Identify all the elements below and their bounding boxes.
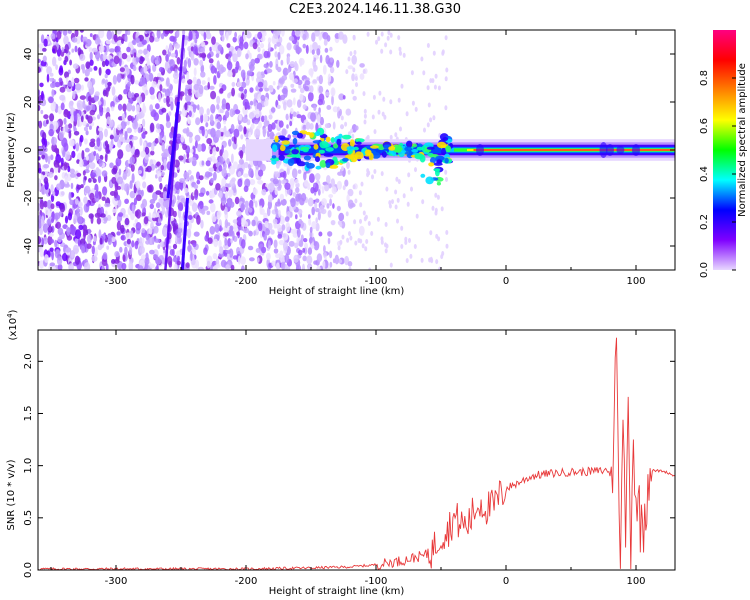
colorbar-tick-label: 0.8: [699, 70, 710, 86]
heatmap-streak: [180, 197, 189, 270]
y-tick-label: 0.0: [23, 562, 34, 578]
heatmap-feature: [606, 144, 614, 156]
y-tick-label: -20: [23, 190, 34, 206]
heatmap-streak: [164, 34, 185, 270]
y-tick-label: 20: [23, 96, 34, 109]
x-tick-label: -200: [235, 576, 258, 587]
x-tick-label: 100: [626, 576, 645, 587]
y-multiplier-label: (x104): [6, 309, 19, 340]
x-tick-label: 0: [503, 576, 509, 587]
x-tick-label: -100: [365, 576, 388, 587]
heatmap-feature: [599, 142, 608, 158]
y-tick-label: 1.0: [23, 458, 34, 474]
x-tick-label: 100: [626, 276, 645, 287]
heatmap-image: [38, 30, 675, 270]
chart-title: C2E3.2024.146.11.38.G30: [288, 2, 462, 17]
x-tick-label: -200: [235, 276, 258, 287]
heatmap-feature: [476, 144, 484, 156]
heatmap-ridge: [473, 149, 675, 151]
x-tick-label: -100: [365, 276, 388, 287]
colorbar: [713, 30, 736, 270]
colorbar-label: Normalized spectral amplitude: [737, 63, 748, 217]
x-tick-label: -300: [105, 576, 128, 587]
y-tick-label: 0: [23, 147, 34, 153]
x-tick-label: 0: [503, 276, 509, 287]
y-tick-label: 2.0: [23, 353, 34, 369]
heatmap-streak: [166, 101, 180, 199]
x-tick-label: -300: [105, 276, 128, 287]
snr-series-line: [38, 337, 675, 570]
y-axis-label: SNR (10 * v/v): [6, 459, 17, 530]
colorbar-tick-label: 0.6: [699, 118, 710, 134]
heatmap-feature: [616, 146, 625, 154]
x-axis-label: Height of straight line (km): [269, 586, 405, 597]
y-tick-label: -40: [23, 238, 34, 254]
y-tick-label: 0.5: [23, 510, 34, 526]
colorbar-tick-label: 0.4: [699, 166, 710, 182]
x-axis-label: Height of straight line (km): [269, 286, 405, 297]
line-frame: [37, 329, 676, 571]
colorbar-tick-label: 0.2: [699, 214, 710, 230]
y-tick-label: 1.5: [23, 406, 34, 422]
heatmap-feature: [632, 144, 640, 156]
y-tick-label: 40: [23, 48, 34, 61]
colorbar-tick-label: 0.0: [699, 262, 710, 278]
y-axis-label: Frequency (Hz): [6, 112, 17, 188]
